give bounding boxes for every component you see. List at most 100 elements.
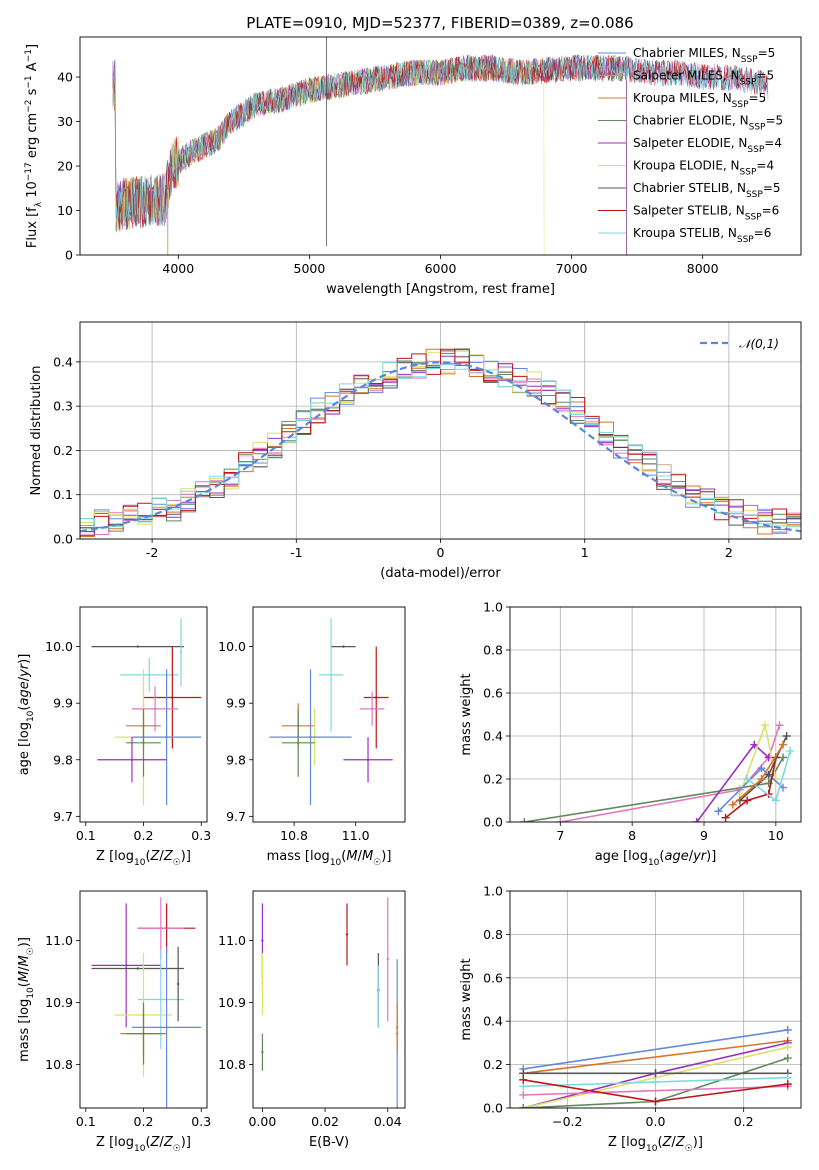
y-tick-label: 0.8 [483,643,503,658]
y-tick-label: 0.4 [483,1014,503,1029]
weight-marker [783,1043,792,1052]
x-tick-label: 0.0 [646,1114,666,1129]
data-point [261,1051,264,1054]
data-point [130,758,134,761]
legend-label: Kroupa STELIB, NSSP=6 [633,226,771,245]
panel-residuals: -2 -1 0 1 2 0.0 0.1 0.2 0.3 0.4 (data-model)/error… [29,321,802,581]
x-tick-label: 0.1 [76,828,96,843]
data-point [159,927,163,930]
x-tick-label: 1 [581,545,589,560]
plot-area-age_vs_mass [269,618,393,806]
y-tick-label: 10.9 [218,995,246,1010]
y-tick-label: 0.2 [53,443,73,458]
chart-layer: 4000 5000 6000 7000 8000010203040wavelength … [17,36,802,1154]
x-axis-label: wavelength [Angstrom, rest frame] [326,282,555,297]
plot-area-spectrum [112,37,769,255]
x-tick-label: 0 [437,545,445,560]
x-axis-label: Z [log10(Z/Z☉)] [96,849,191,868]
data-point [165,1026,168,1029]
data-point [377,995,380,998]
data-point [370,707,374,711]
legend-label: Salpeter MILES, NSSP=5 [633,69,774,88]
y-tick-label: 0.4 [483,729,503,744]
weight-marker [556,818,565,822]
plot-area-mass_vs_Z [91,897,202,1108]
x-axis-label: (data-model)/error [380,566,501,581]
data-point [329,673,333,677]
legend-label: Chabrier ELODIE, NSSP=5 [633,114,783,133]
weight-marker [651,1097,660,1106]
x-tick-label: 4000 [162,261,194,276]
plot-area-age_vs_Z [91,618,202,806]
y-tick-label: 9.9 [226,696,246,711]
data-point [142,741,145,744]
x-tick-label: −0.2 [552,1114,582,1129]
axes-frame [509,606,802,823]
x-tick-label: 8 [628,828,636,843]
legend-label: Chabrier STELIB, NSSP=5 [633,181,781,200]
x-tick-label: -2 [146,545,158,560]
weight-marker [761,721,770,730]
y-tick-label: 40 [57,70,73,85]
weight-line-0 [523,1029,788,1070]
x-tick-label: 0.2 [734,1114,754,1129]
weight-marker [714,807,723,816]
x-tick-label: 0.1 [76,1114,96,1129]
data-point [153,707,157,711]
panel-weights_vs_age: 7 8 9 10 0.0 0.2 0.4 0.6 0.8 1.0 age [log10(age/yr… [459,600,802,868]
weight-marker [743,775,752,783]
weight-line-1 [560,725,781,822]
axes-frame [509,890,802,1109]
weight-marker [520,818,529,822]
axes-frame [79,321,802,540]
legend-label: Salpeter STELIB, NSSP=6 [633,204,779,223]
panel-age_vs_Z: 0.1 0.2 0.3 9.7 9.8 9.9 10.0 Z [log10(Z/Z☉)] age… [17,606,211,868]
data-point [136,645,139,648]
x-axis-label: Z [log10(Z/Z☉)] [608,1135,703,1154]
y-tick-label: 0.0 [483,1101,503,1116]
x-tick-label: 8000 [687,261,719,276]
weight-marker [786,747,795,756]
panel-mass_vs_Z: 0.1 0.2 0.3 10.8 10.9 11.0 Z [log10(Z/Z☉)] mass… [17,890,211,1154]
plot-area-weights_vs_age [520,721,795,822]
data-point [342,645,345,648]
weight-marker [651,1069,660,1078]
y-axis-label: mass weight [459,958,474,1040]
panel-mass_vs_ebv: 0.00 0.02 0.04 10.8 10.9 11.0 E(B-V) [218,890,406,1150]
weight-marker [783,1054,792,1063]
y-tick-label: 30 [57,114,73,129]
x-axis-label: E(B-V) [309,1135,349,1150]
y-tick-label: 0.1 [53,487,73,502]
data-point [261,939,264,942]
legend-label: 𝒩(0,1) [739,337,779,351]
x-tick-label: 0.04 [374,1114,402,1129]
x-tick-label: 7000 [556,261,588,276]
data-point [124,964,128,967]
weight-marker [692,818,701,822]
y-tick-label: 11.0 [218,933,246,948]
y-tick-label: 1.0 [483,600,503,615]
axes-frame [252,606,406,823]
weight-marker [771,796,780,805]
axes-frame [79,606,208,823]
panel-spectrum: 4000 5000 6000 7000 8000 0 10 20 30 40 wavelength … [24,36,802,297]
x-tick-label: 9 [700,828,708,843]
data-point [176,982,180,986]
weight-marker [757,764,766,773]
data-point [179,651,183,654]
x-tick-label: 6000 [425,261,457,276]
y-tick-label: 9.8 [53,752,73,767]
y-tick-label: 0.8 [483,927,503,942]
weight-marker [519,1104,528,1108]
x-tick-label: 0.00 [248,1114,276,1129]
x-tick-label: 11.0 [342,828,370,843]
y-tick-label: 0.0 [53,532,73,547]
y-tick-label: 20 [57,159,73,174]
data-point [309,735,312,739]
weight-marker [775,721,784,730]
y-tick-label: 0.6 [483,686,503,701]
y-tick-label: 9.8 [226,752,246,767]
y-tick-label: 0.6 [483,970,503,985]
x-tick-label: 0.3 [191,828,211,843]
plot-area-mass_vs_ebv [261,897,399,1108]
